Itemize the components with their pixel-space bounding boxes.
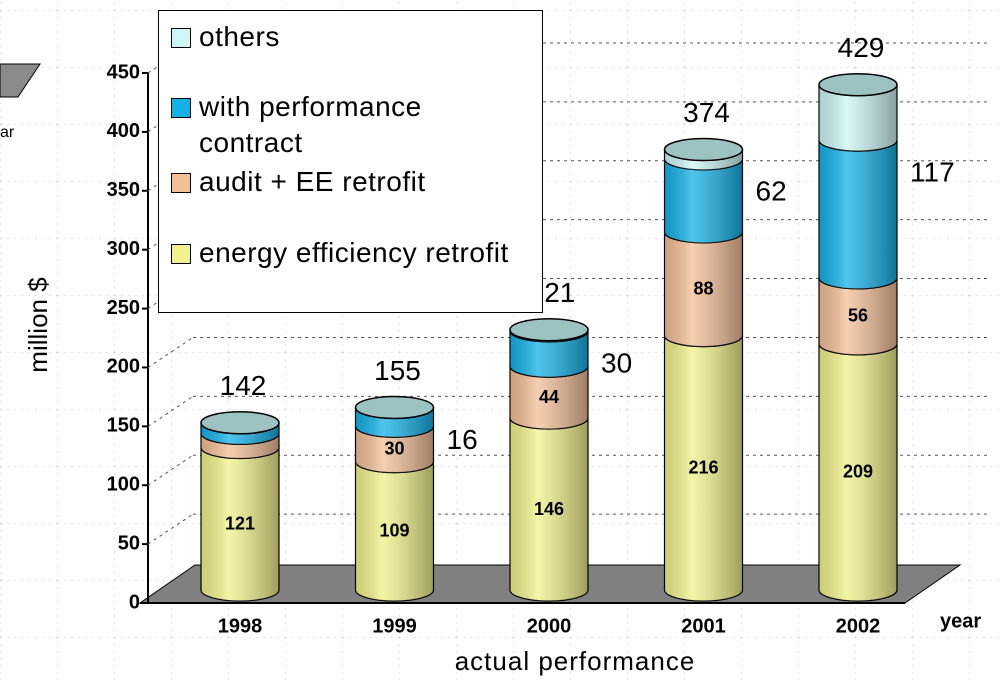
y-tick-label: 300 bbox=[107, 238, 140, 260]
data-label: 146 bbox=[534, 499, 564, 519]
total-label: 429 bbox=[838, 32, 885, 63]
y-tick-label: 400 bbox=[107, 120, 140, 142]
bar-shade bbox=[201, 447, 279, 601]
legend-swatch bbox=[171, 244, 191, 264]
y-axis-label: million $ bbox=[23, 277, 53, 373]
data-label: 44 bbox=[539, 387, 559, 407]
data-label: 216 bbox=[688, 458, 718, 478]
grid-line bbox=[147, 513, 194, 545]
bar-cap bbox=[200, 411, 280, 435]
data-label: 30 bbox=[384, 439, 404, 459]
bar-cap bbox=[663, 137, 744, 162]
grid-line bbox=[147, 219, 194, 251]
bar-shade bbox=[355, 426, 434, 473]
bar-shade bbox=[355, 407, 434, 438]
bar-shade bbox=[819, 84, 897, 152]
bar-shade bbox=[201, 433, 279, 459]
bar-cap bbox=[818, 72, 898, 97]
y-tick-label: 50 bbox=[118, 532, 140, 554]
data-label: 56 bbox=[848, 306, 868, 326]
data-label: 30 bbox=[601, 347, 632, 378]
y-tick-label: 350 bbox=[107, 179, 140, 201]
legend-swatch bbox=[171, 98, 191, 118]
total-label: 374 bbox=[683, 97, 730, 128]
grid-line bbox=[147, 42, 194, 74]
legend-label: audit + EE retrofit bbox=[199, 166, 426, 197]
x-tick-label: 1998 bbox=[218, 615, 263, 637]
x-axis-label: actual performance bbox=[455, 646, 696, 676]
y-tick-label: 150 bbox=[107, 415, 140, 437]
bar-shade bbox=[510, 418, 588, 601]
legend-label: others bbox=[199, 21, 280, 52]
bar-shade bbox=[664, 335, 743, 601]
legend-label: energy efficiency retrofit bbox=[199, 237, 509, 268]
total-label: 155 bbox=[374, 355, 421, 386]
data-label: 209 bbox=[843, 462, 873, 482]
bar-shade bbox=[664, 231, 743, 347]
x-axis-unit: year bbox=[940, 610, 981, 632]
data-label: 121 bbox=[225, 513, 255, 533]
cropped-text: ar bbox=[0, 124, 15, 141]
grid-line bbox=[147, 278, 194, 309]
legend-item: with performance contract bbox=[171, 89, 509, 161]
legend-swatch bbox=[171, 28, 191, 48]
y-tick-label: 0 bbox=[129, 591, 140, 613]
grid-line bbox=[147, 160, 194, 192]
legend: others with performance contract audit + E… bbox=[158, 10, 543, 313]
grid-line bbox=[147, 395, 194, 427]
y-tick-label: 250 bbox=[107, 297, 140, 319]
bar-shade bbox=[201, 422, 279, 445]
cropped-shape bbox=[0, 63, 41, 98]
legend-item: energy efficiency retrofit bbox=[171, 235, 509, 271]
x-tick-label: 1999 bbox=[372, 615, 417, 637]
legend-swatch bbox=[171, 173, 191, 193]
bar-shade bbox=[510, 366, 588, 430]
grid-line bbox=[147, 454, 194, 486]
x-tick-label: 2002 bbox=[836, 615, 881, 637]
bar-cap bbox=[354, 395, 435, 420]
legend-item: audit + EE retrofit bbox=[171, 164, 509, 200]
y-tick-label: 450 bbox=[107, 61, 140, 83]
bar-shade bbox=[355, 461, 434, 601]
y-tick-label: 200 bbox=[107, 356, 140, 378]
grid-line bbox=[147, 101, 194, 133]
bar-shade bbox=[819, 343, 897, 601]
bar-shade bbox=[510, 330, 588, 378]
bar-shade bbox=[819, 140, 897, 289]
legend-label: with performance contract bbox=[199, 91, 422, 158]
y-tick-label: 100 bbox=[107, 474, 140, 496]
total-label: 142 bbox=[220, 370, 267, 401]
x-tick-label: 2000 bbox=[527, 615, 572, 637]
bar-shade bbox=[664, 149, 743, 170]
data-label: 16 bbox=[447, 424, 478, 455]
data-label: 88 bbox=[693, 279, 713, 299]
bar-cap bbox=[509, 317, 589, 342]
data-label: 117 bbox=[910, 156, 955, 187]
grid-line bbox=[147, 337, 194, 368]
x-tick-label: 2001 bbox=[681, 615, 726, 637]
bar-shade bbox=[819, 277, 897, 355]
data-label: 62 bbox=[756, 175, 787, 206]
legend-item: others bbox=[171, 19, 509, 55]
data-label: 109 bbox=[379, 521, 409, 541]
bar-shade bbox=[664, 158, 743, 243]
